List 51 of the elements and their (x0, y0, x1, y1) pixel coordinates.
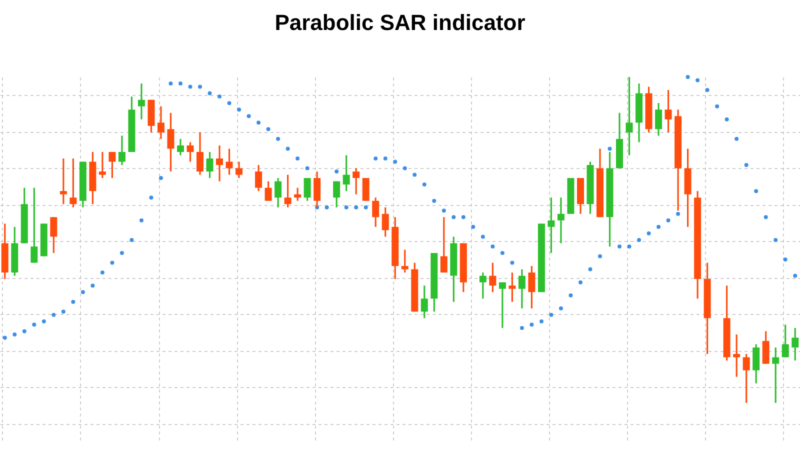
candlestick (382, 206, 389, 238)
candlestick (498, 282, 506, 329)
candlestick (782, 324, 789, 358)
candlestick (60, 158, 67, 205)
candlestick (206, 151, 214, 179)
candlestick (655, 102, 662, 136)
candlestick (226, 148, 233, 176)
candlestick (440, 216, 448, 274)
candlestick (264, 180, 272, 202)
candlestick (557, 196, 564, 244)
candlestick (30, 187, 38, 264)
chart-title: Parabolic SAR indicator (274, 10, 526, 35)
candlestick (167, 112, 174, 172)
candlestick (548, 196, 555, 254)
candlestick (626, 76, 633, 156)
candlestick (352, 167, 360, 196)
candlestick (284, 174, 292, 208)
candlestick (479, 272, 486, 300)
candlestick (274, 177, 282, 208)
candlestick (518, 268, 526, 310)
candlestick (420, 284, 428, 319)
candlestick (108, 151, 116, 179)
candlestick (236, 160, 243, 179)
candlestick (362, 177, 370, 202)
candlestick (216, 144, 224, 182)
candlestick (372, 196, 380, 228)
candlestick (664, 89, 672, 134)
candlestick (489, 262, 496, 293)
candlestick (196, 132, 204, 176)
candlestick (138, 82, 145, 120)
candlestick (792, 327, 799, 362)
candlestick (342, 154, 350, 192)
candlestick (118, 134, 126, 166)
candlestick (333, 180, 340, 208)
candlestick (733, 334, 740, 378)
candlestick (752, 343, 760, 384)
candlestick (157, 106, 164, 140)
candlestick (762, 330, 770, 365)
candlestick (98, 151, 106, 179)
candlestick (176, 138, 184, 156)
candlestick (186, 141, 194, 163)
candlestick (528, 265, 536, 310)
candlestick (401, 248, 408, 274)
candlestick (294, 187, 302, 202)
candlestick (772, 346, 780, 404)
candlestick (50, 216, 58, 254)
candlestick (304, 177, 311, 202)
candlestick (70, 158, 77, 208)
candlestick (255, 164, 262, 192)
candlestick (508, 272, 516, 303)
candlestick (742, 353, 750, 404)
